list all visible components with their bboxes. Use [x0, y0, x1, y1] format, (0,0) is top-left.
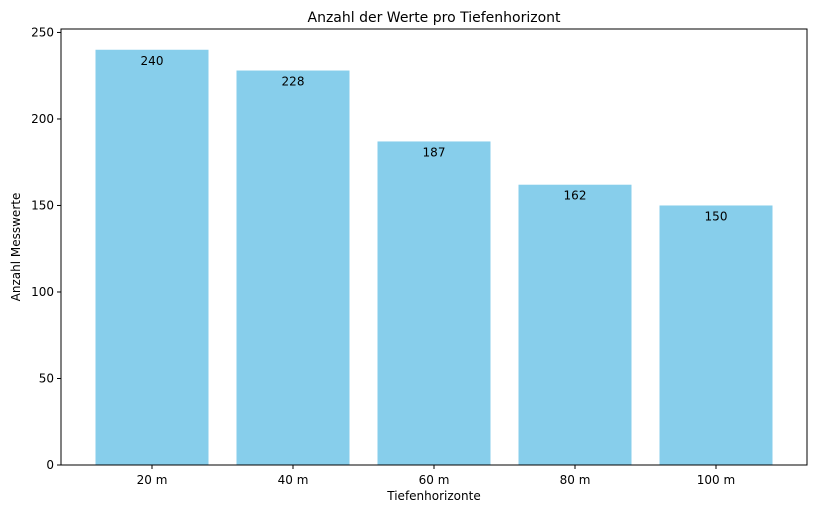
bar-value-label-3: 162 — [564, 189, 587, 203]
y-tick-label-0: 0 — [46, 458, 54, 472]
x-tick-label-4: 100 m — [697, 473, 735, 487]
data-labels-group: 240 228 187 162 150 — [141, 54, 728, 224]
y-tick-label-1: 50 — [39, 371, 54, 385]
y-axis-ticks: 0 50 100 150 200 250 — [31, 25, 61, 472]
bar-value-label-0: 240 — [141, 54, 164, 68]
x-axis-label: Tiefenhorizonte — [386, 489, 480, 503]
bar-1 — [236, 70, 350, 466]
bar-0 — [95, 49, 209, 466]
x-tick-label-0: 20 m — [137, 473, 168, 487]
x-tick-label-1: 40 m — [278, 473, 309, 487]
x-tick-label-2: 60 m — [419, 473, 450, 487]
bar-4 — [659, 205, 773, 465]
bar-2 — [377, 141, 491, 465]
bar-value-label-2: 187 — [423, 145, 446, 159]
bar-value-label-4: 150 — [705, 209, 728, 223]
x-axis-ticks: 20 m 40 m 60 m 80 m 100 m — [137, 465, 735, 487]
y-tick-label-3: 150 — [31, 198, 54, 212]
bars-group — [95, 49, 773, 466]
chart-title: Anzahl der Werte pro Tiefenhorizont — [308, 10, 562, 26]
bar-value-label-1: 228 — [282, 75, 305, 89]
y-tick-label-4: 200 — [31, 112, 54, 126]
y-axis-label: Anzahl Messwerte — [9, 193, 23, 302]
x-tick-label-3: 80 m — [560, 473, 591, 487]
bar-3 — [518, 184, 632, 465]
y-tick-label-2: 100 — [31, 285, 54, 299]
y-tick-label-5: 250 — [31, 25, 54, 39]
